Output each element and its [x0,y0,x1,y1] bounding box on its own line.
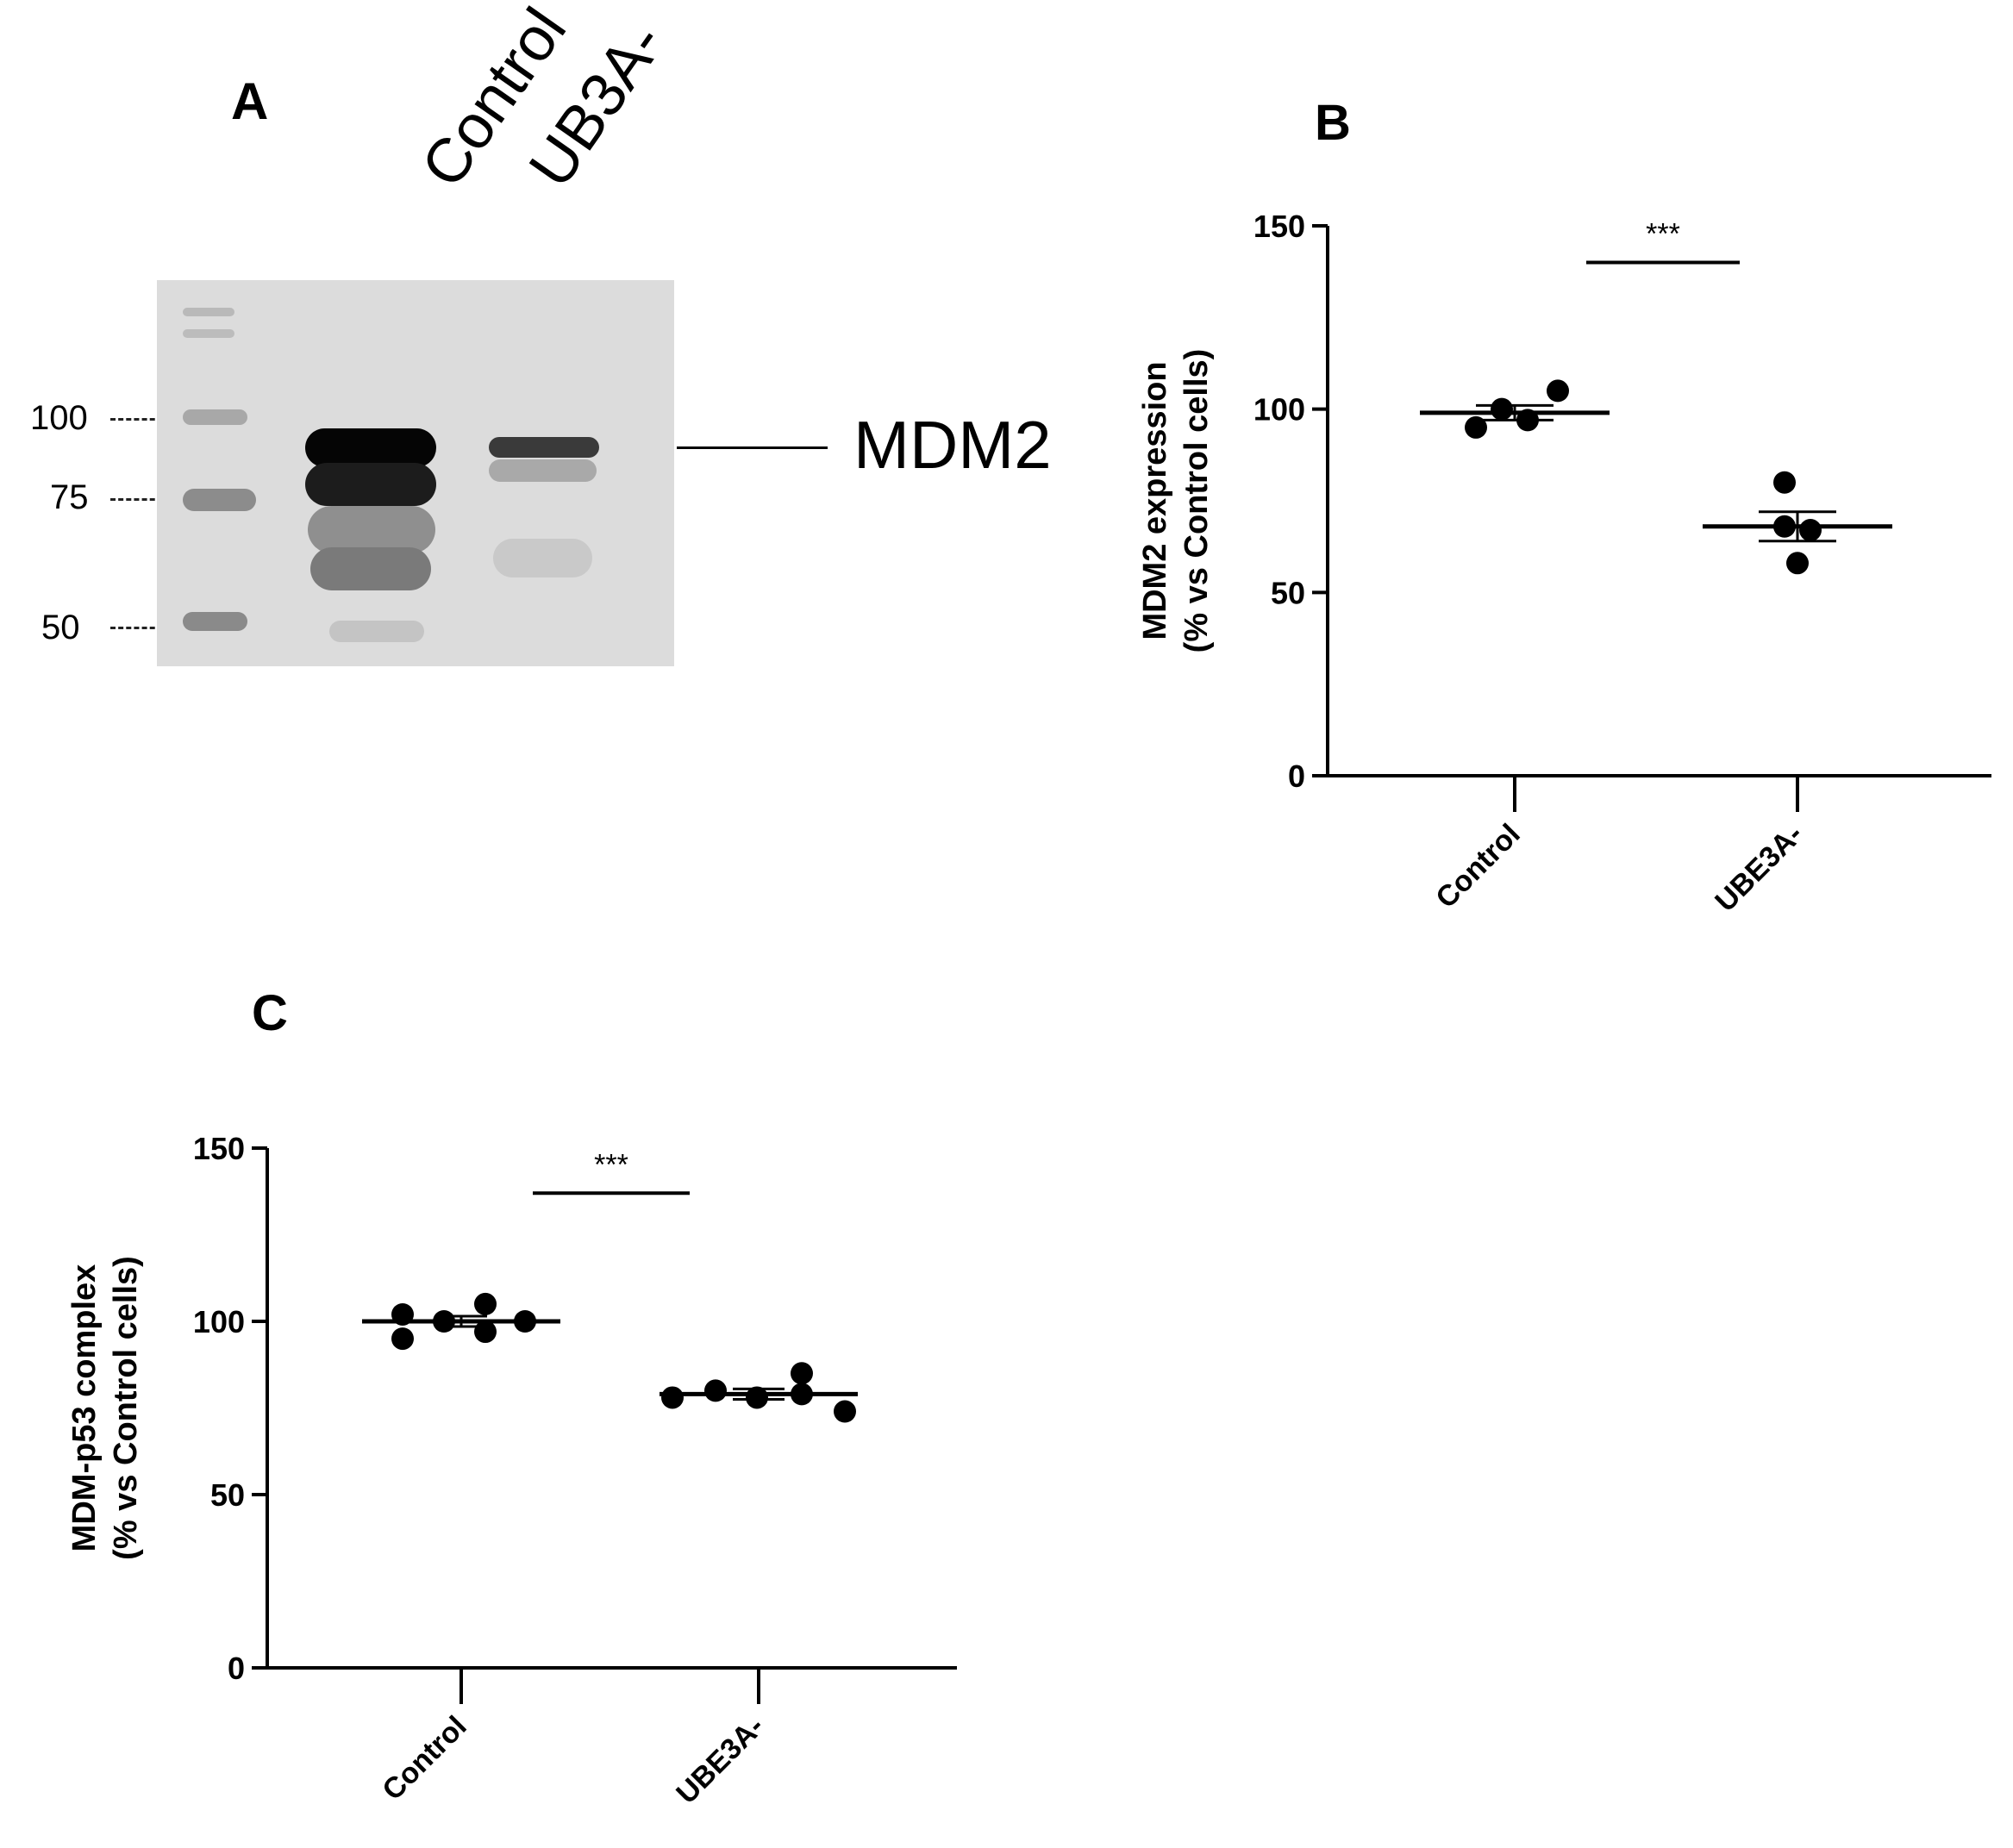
data-point [1516,409,1539,432]
data-point [433,1310,455,1333]
ladder-band [183,489,256,511]
y-tick-label: 150 [193,1131,245,1166]
control-faint-band-2 [329,621,424,642]
x-tick-label: Control [1429,818,1526,915]
x-tick-label: Control [376,1710,472,1807]
data-point [661,1386,684,1409]
data-point [474,1292,497,1315]
x-tick-label: UBE3A- [1709,818,1809,918]
panel-a-letter: A [231,72,269,130]
y-tick-label: 0 [228,1651,245,1686]
mdm2-band-label: MDM2 [853,407,1052,483]
panel-letter: C [252,985,288,1041]
ub3a-lower-band [489,459,597,482]
y-tick-label: 50 [210,1477,245,1513]
x-tick-label: UBE3A- [670,1710,770,1810]
panel-letter: B [1315,95,1351,151]
significance-label: *** [594,1148,628,1181]
y-tick-label: 0 [1288,759,1305,794]
ub3a-mdm2-band [489,437,599,458]
y-tick-label: 100 [193,1304,245,1339]
data-point [834,1400,856,1423]
data-point [746,1386,768,1409]
western-blot-image [157,280,674,666]
marker-label-100: 100 [30,399,88,437]
data-point [1547,379,1569,403]
ladder-band [183,329,234,338]
data-point [391,1327,414,1351]
marker-tick-100 [110,418,171,421]
data-point [1491,397,1513,421]
y-tick-label: 100 [1253,392,1305,428]
control-mdm2-band [305,428,436,467]
marker-label-50: 50 [41,609,80,646]
data-point [1465,415,1487,439]
y-tick-label: 150 [1253,209,1305,244]
y-axis-label-line1: MDM-p53 complex [66,1264,103,1552]
y-tick-label: 50 [1271,575,1305,610]
data-point [704,1379,727,1402]
data-point [1773,471,1796,494]
control-faint-band [310,547,431,590]
mdm2-pointer-line [677,446,828,449]
data-point [791,1362,813,1385]
data-point [791,1383,813,1406]
data-point [514,1310,536,1333]
y-axis-label-line2: (% vs Control cells) [1178,349,1215,653]
marker-label-75: 75 [50,478,89,516]
ladder-band [183,409,247,425]
ub3a-faint-band [493,539,592,578]
marker-tick-75 [110,498,171,501]
data-point [1773,515,1796,538]
significance-label: *** [1646,218,1680,251]
marker-tick-50 [110,627,171,629]
ladder-band [183,308,234,316]
data-point [391,1302,414,1326]
ladder-band [183,612,247,631]
y-axis-label-line2: (% vs Control cells) [108,1256,144,1560]
data-point [474,1320,497,1344]
data-point [1786,552,1809,575]
control-lower-band [305,463,436,506]
control-smear [308,506,435,553]
y-axis-label-line1: MDM2 expression [1137,361,1173,640]
data-point [1799,519,1822,542]
